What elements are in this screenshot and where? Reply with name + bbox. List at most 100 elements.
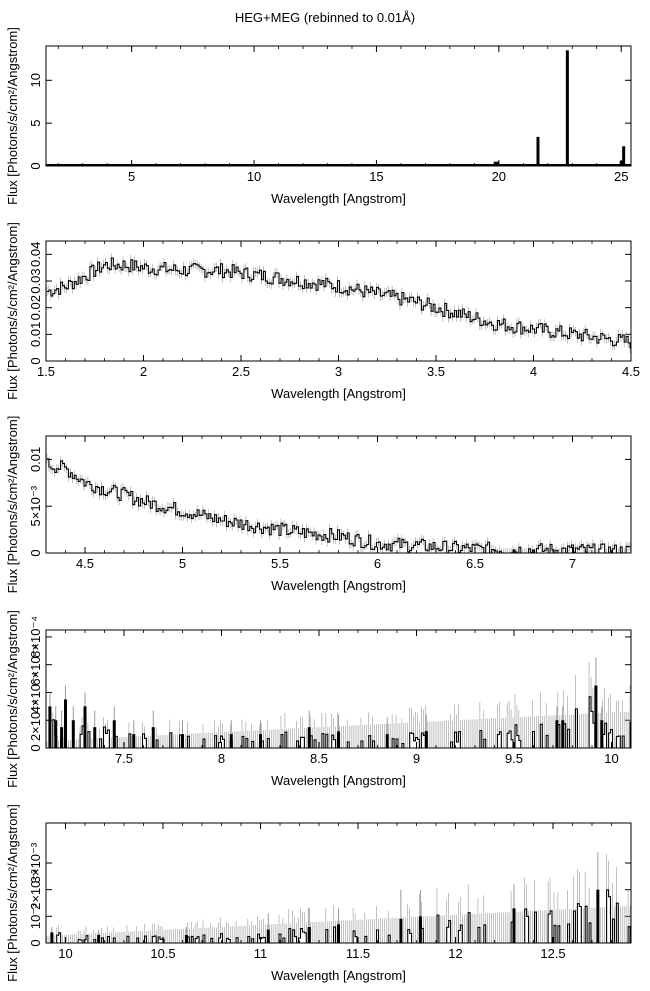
x-tick-label: 7.5	[115, 751, 133, 766]
emission-line-bar	[181, 734, 184, 748]
x-tick-label: 5	[128, 169, 135, 184]
x-tick-label: 7	[569, 556, 576, 571]
emission-line-bar	[48, 706, 52, 748]
emission-line-bar	[71, 720, 75, 748]
x-axis-label: Wavelength [Angstrom]	[271, 578, 406, 593]
emission-line-bar	[60, 727, 64, 748]
y-axis-label: Flux [Photons/s/cm²/Angstrom]	[5, 610, 20, 788]
emission-line-bar	[259, 734, 262, 748]
x-tick-label: 8.5	[310, 751, 328, 766]
x-tick-label: 6.5	[466, 556, 484, 571]
x-axis-label: Wavelength [Angstrom]	[271, 191, 406, 206]
y-tick-label: 0.01	[28, 447, 43, 472]
x-tick-label: 8	[218, 751, 225, 766]
emission-line-bar	[596, 889, 600, 943]
emission-line-bar	[561, 720, 565, 748]
y-tick-label: 0.03	[28, 268, 43, 293]
y-tick-label: 0	[28, 162, 43, 169]
panel-2: 1.5 2 2.5 3 3.5 4 4.5 0 0.01 0.02 0.030.04 Waveleng…	[5, 222, 640, 401]
spectrum-path	[47, 257, 631, 349]
emission-line-bar	[555, 720, 559, 748]
y-tick-label: 8×10⁻⁴	[28, 616, 43, 658]
y-axis-label: Flux [Photons/s/cm²/Angstrom]	[5, 27, 20, 205]
chart-title: HEG+MEG (rebinned to 0.01Å)	[234, 10, 416, 25]
x-tick-label: 4	[530, 364, 537, 379]
emission-line-bar	[493, 161, 497, 166]
emission-line-bar	[385, 734, 389, 748]
x-tick-label: 2	[140, 364, 147, 379]
y-tick-label: 5×10⁻³	[28, 485, 43, 526]
x-tick-label: 10	[58, 946, 72, 961]
emission-line-bar	[54, 720, 58, 748]
y-tick-label: 10	[28, 73, 43, 87]
x-tick-label: 2.5	[232, 364, 250, 379]
y-axis-label: Flux [Photons/s/cm²/Angstrom]	[5, 222, 20, 400]
plot-frame	[45, 240, 632, 362]
emission-line-bar	[496, 161, 500, 166]
emission-line-bar	[399, 919, 403, 943]
x-tick-label: 11	[254, 946, 268, 961]
y-tick-label: 2×10⁻⁴	[28, 699, 43, 741]
emission-line-bar	[512, 908, 516, 943]
y-axis-label: Flux [Photons/s/cm²/Angstrom]	[5, 804, 20, 982]
y-tick-label: 10⁻³	[28, 903, 43, 929]
y-axis-label: Flux [Photons/s/cm²/Angstrom]	[5, 416, 20, 594]
emission-line-bar	[307, 927, 311, 943]
x-tick-label: 6	[374, 556, 381, 571]
emission-line-bar	[424, 731, 428, 748]
x-tick-label: 3	[335, 364, 342, 379]
x-tick-label: 15	[369, 169, 383, 184]
emission-line-bar	[266, 929, 270, 943]
emission-line-bar	[93, 727, 97, 748]
x-tick-label: 4.5	[76, 556, 94, 571]
spectrum-trace	[47, 257, 631, 349]
emission-line-bar	[83, 706, 87, 748]
spectrum-trace	[47, 889, 631, 944]
spectrum-path	[47, 889, 631, 944]
panel-5: 10 10.5 11 11.5 12 12.5 0 10⁻³2×10⁻³3×10⁻³ Wavel…	[5, 804, 632, 983]
x-axis-label: Wavelength [Angstrom]	[271, 968, 406, 983]
plot-frame	[45, 45, 632, 167]
emission-line-bar	[600, 720, 604, 748]
x-tick-label: 10.5	[150, 946, 175, 961]
panel-4: 7.5 8 8.5 9 9.5 10 0 2×10⁻⁴4×10⁻⁴6×10⁻⁴8×10⁻⁴ Wa…	[5, 610, 632, 788]
plot-frame	[45, 435, 632, 554]
spectrum-path	[47, 458, 631, 554]
x-tick-label: 12.5	[540, 946, 565, 961]
emission-line-bar	[337, 731, 340, 748]
emission-line-bar	[64, 699, 67, 748]
emission-line-bar	[229, 734, 233, 748]
x-axis-label: Wavelength [Angstrom]	[271, 386, 406, 401]
emission-line-bar	[184, 935, 188, 943]
spectrum-trace	[47, 458, 631, 554]
emission-line-bar	[565, 50, 569, 166]
emission-line-bar	[594, 685, 598, 748]
y-tick-label: 0	[28, 744, 43, 751]
y-tick-label: 0	[28, 357, 43, 364]
x-tick-label: 20	[492, 169, 506, 184]
y-tick-label: 0	[28, 549, 43, 556]
x-tick-label: 1.5	[37, 364, 55, 379]
y-tick-label: 6×10⁻⁴	[28, 644, 43, 686]
emission-line-bar	[307, 727, 311, 748]
emission-line-bar	[151, 727, 155, 748]
y-tick-label: 3×10⁻³	[28, 842, 43, 883]
y-tick-label: 2×10⁻³	[28, 869, 43, 910]
y-tick-label: 0.04	[28, 242, 43, 267]
emission-line-bar	[619, 160, 623, 166]
x-tick-label: 12	[448, 946, 462, 961]
emission-line-bar	[536, 136, 540, 166]
x-tick-label: 10	[247, 169, 261, 184]
x-tick-label: 3.5	[427, 364, 445, 379]
x-axis-label: Wavelength [Angstrom]	[271, 773, 406, 788]
emission-line-bar	[622, 146, 626, 166]
x-tick-label: 11.5	[346, 946, 370, 961]
emission-line-bar	[50, 932, 54, 943]
x-tick-label: 5	[179, 556, 186, 571]
y-tick-label: 4×10⁻⁴	[28, 672, 43, 714]
emission-line-bar	[112, 720, 116, 748]
panel-1: 5 10 15 20 25 0 5 10 Wavelength [Angstrom] Flux […	[5, 27, 632, 206]
x-tick-label: 10	[604, 751, 618, 766]
